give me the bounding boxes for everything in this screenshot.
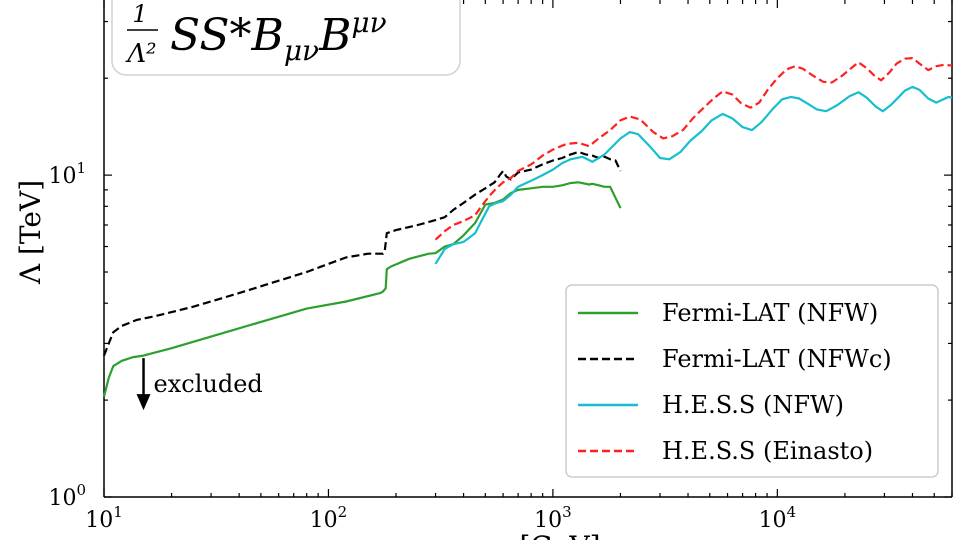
excluded-annotation: excluded: [136, 358, 263, 411]
formula-operator: SS*BμνBμν: [170, 6, 387, 67]
series-line-2: [102, 150, 622, 357]
legend-label: H.E.S.S (Einasto): [662, 437, 873, 465]
formula-box: 1 Λ² SS*BμνBμν: [111, 0, 461, 76]
legend-label: Fermi-LAT (NFWc): [662, 345, 892, 373]
y-axis-label: Λ [TeV]: [14, 180, 47, 285]
y-tick-label: 101: [48, 159, 86, 189]
excluded-label: excluded: [154, 370, 263, 398]
series-line-4: [434, 57, 953, 241]
x-axis-label: [GeV]: [519, 530, 600, 540]
series-line-3: [434, 85, 953, 265]
formula-denominator: Λ²: [125, 39, 156, 69]
legend-label: H.E.S.S (NFW): [662, 391, 844, 419]
legend-label: Fermi-LAT (NFW): [662, 299, 878, 327]
x-tick-label: 102: [310, 503, 348, 533]
plot-frame: [103, 0, 953, 498]
legend: Fermi-LAT (NFW) Fermi-LAT (NFWc) H.E.S.S (…: [565, 284, 939, 478]
series-lines: [102, 57, 953, 397]
x-tick-label: 104: [759, 503, 797, 533]
x-tick-label: 103: [534, 503, 572, 533]
y-tick-label: 100: [48, 481, 86, 511]
x-tick-label: 101: [85, 503, 123, 533]
formula-numerator: 1: [132, 0, 147, 28]
series-line-1: [102, 181, 622, 397]
